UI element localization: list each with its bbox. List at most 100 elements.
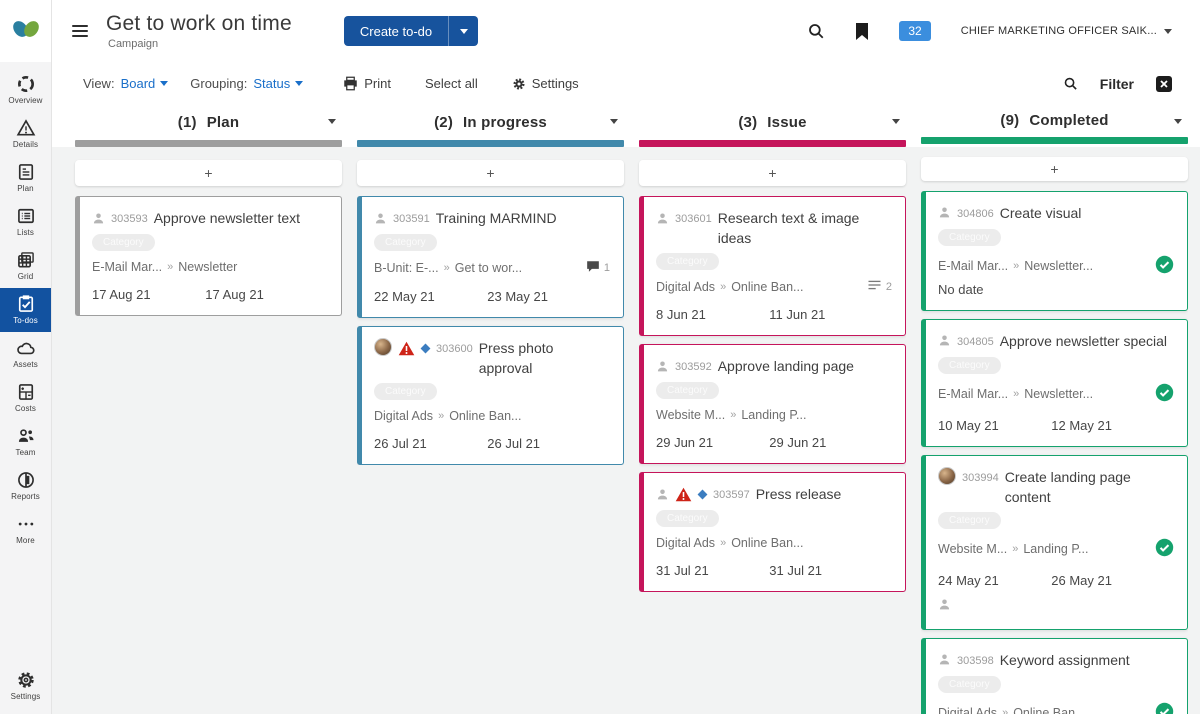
filter-label[interactable]: Filter xyxy=(1099,75,1134,92)
search-icon[interactable] xyxy=(807,22,825,40)
breadcrumb-separator-icon: » xyxy=(1012,542,1019,555)
search-icon[interactable] xyxy=(1063,76,1078,91)
person-icon xyxy=(938,331,951,351)
column-color-bar xyxy=(921,136,1188,144)
card-header: 303597 Press release xyxy=(656,484,892,505)
card-header: 303593 Approve newsletter text xyxy=(92,208,328,229)
breadcrumb-row: E-Mail Mar... » Newsletter xyxy=(92,260,328,274)
sidebar-item-reports[interactable]: Reports xyxy=(0,464,51,508)
column-header[interactable]: (2) In progress xyxy=(357,105,624,140)
todo-card[interactable]: 303600 Press photo approval Category Digita… xyxy=(357,326,624,465)
grid-icon xyxy=(16,250,36,270)
todo-card[interactable]: 303598 Keyword assignment Category Digital … xyxy=(921,637,1188,714)
view-select[interactable]: Board xyxy=(121,76,169,91)
todo-card[interactable]: 303994 Create landing page content Categor… xyxy=(921,454,1188,630)
todo-card[interactable]: 303592 Approve landing page Category Websit… xyxy=(639,344,906,464)
clear-filter-icon[interactable] xyxy=(1156,75,1172,92)
app-logo[interactable] xyxy=(0,0,51,62)
chevron-down-icon xyxy=(160,81,169,86)
breadcrumb-parent: Website M... xyxy=(938,541,1008,556)
end-date: 26 May 21 xyxy=(1051,572,1112,588)
category-chip: Category xyxy=(92,234,155,251)
card-title: Approve newsletter text xyxy=(153,210,301,226)
sidebar-item-more[interactable]: More xyxy=(0,508,51,552)
breadcrumb-row: Website M... » Landing P... xyxy=(938,538,1174,560)
board-column-plan: (1) Plan +303593 Approve newsletter text Cat… xyxy=(75,105,342,714)
sidebar-item-assets[interactable]: Assets xyxy=(0,332,51,376)
create-todo-dropdown[interactable] xyxy=(448,16,479,46)
card-dates: 29 Jun 21 29 Jun 21 xyxy=(656,435,892,450)
select-all-button[interactable]: Select all xyxy=(425,76,478,91)
add-card-button[interactable]: + xyxy=(921,156,1188,181)
sidebar-item-settings[interactable]: Settings xyxy=(0,664,51,708)
sidebar-item-plan[interactable]: Plan xyxy=(0,156,51,200)
todo-card[interactable]: 303591 Training MARMIND Category B-Unit: E-… xyxy=(357,196,624,318)
column-header[interactable]: (1) Plan xyxy=(75,105,342,140)
toolbar-right: Filter xyxy=(1063,75,1172,92)
breadcrumb-row: Website M... » Landing P... xyxy=(656,408,892,422)
column-name: Completed xyxy=(1029,112,1109,130)
chevron-down-icon xyxy=(328,119,336,124)
todo-card[interactable]: 303601 Research text & image ideas Categor… xyxy=(639,196,906,336)
breadcrumb-separator-icon: » xyxy=(1002,706,1009,714)
add-card-button[interactable]: + xyxy=(357,160,624,186)
card-header: 304806 Create visual xyxy=(938,203,1174,224)
settings-button[interactable]: Settings xyxy=(512,76,579,91)
card-header: 303598 Keyword assignment xyxy=(938,650,1174,671)
page-title: Get to work on time xyxy=(106,12,292,35)
add-card-button[interactable]: + xyxy=(639,160,906,186)
bookmark-icon[interactable] xyxy=(855,22,869,40)
todo-card[interactable]: 303597 Press release Category Digital Ads » O… xyxy=(639,472,906,592)
category-chip: Category xyxy=(938,228,1001,246)
board-columns: (1) Plan +303593 Approve newsletter text Cat… xyxy=(52,105,1200,714)
breadcrumb-separator-icon: » xyxy=(730,409,737,421)
column-count: (1) xyxy=(177,114,197,131)
start-date: 17 Aug 21 xyxy=(92,287,151,302)
person-icon xyxy=(656,484,669,504)
person-icon xyxy=(656,356,669,376)
breadcrumb-row: Digital Ads » Online Ban... 2 xyxy=(656,279,892,294)
sidebar-item-label: Lists xyxy=(17,228,34,237)
sidebar-item-costs[interactable]: Costs xyxy=(0,376,51,420)
card-title: Approve landing page xyxy=(717,358,854,374)
card-indicators xyxy=(1155,538,1174,560)
card-dates: 17 Aug 21 17 Aug 21 xyxy=(92,287,328,302)
print-button[interactable]: Print xyxy=(343,76,391,91)
sidebar-item-details[interactable]: Details xyxy=(0,112,51,156)
sidebar-item-lists[interactable]: Lists xyxy=(0,200,51,244)
notification-badge[interactable]: 32 xyxy=(899,21,931,41)
board-toolbar: View: Board Grouping: Status Print xyxy=(52,62,1200,105)
priority-diamond-icon xyxy=(697,484,708,504)
header-right: 32 CHIEF MARKETING OFFICER SAIK... xyxy=(807,21,1172,41)
chevron-down-icon xyxy=(1174,119,1182,124)
grouping-select[interactable]: Status xyxy=(253,76,304,91)
plan-icon xyxy=(16,162,36,182)
create-todo-button[interactable]: Create to-do xyxy=(343,16,449,46)
end-date: 23 May 21 xyxy=(487,289,548,304)
breadcrumb-parent: Digital Ads xyxy=(656,279,716,294)
column-header[interactable]: (9) Completed xyxy=(921,105,1188,137)
todo-card[interactable]: 304806 Create visual Category E-Mail Mar...… xyxy=(921,190,1188,311)
chevron-down-icon xyxy=(295,81,304,86)
breadcrumb-child: Newsletter... xyxy=(1024,258,1094,273)
add-card-button[interactable]: + xyxy=(75,160,342,186)
column-title: (2) In progress xyxy=(434,114,547,131)
todo-card[interactable]: 303593 Approve newsletter text Category E-M… xyxy=(75,196,342,316)
end-date: 26 Jul 21 xyxy=(487,436,541,451)
column-header[interactable]: (3) Issue xyxy=(639,105,906,140)
column-color-bar xyxy=(357,140,624,147)
breadcrumb-separator-icon: » xyxy=(1013,387,1020,400)
sidebar-item-to-dos[interactable]: To-dos xyxy=(0,288,51,332)
sidebar-item-team[interactable]: Team xyxy=(0,420,51,464)
person-icon xyxy=(374,208,387,228)
user-menu[interactable]: CHIEF MARKETING OFFICER SAIK... xyxy=(961,25,1172,37)
checklist-count: 2 xyxy=(885,280,892,293)
category-chip: Category xyxy=(938,511,1001,529)
sidebar-item-grid[interactable]: Grid xyxy=(0,244,51,288)
sidebar-item-overview[interactable]: Overview xyxy=(0,68,51,112)
priority-diamond-icon xyxy=(420,338,431,358)
assignee-avatar xyxy=(374,338,392,356)
menu-icon[interactable] xyxy=(72,25,88,37)
todo-card[interactable]: 304805 Approve newsletter special Category… xyxy=(921,318,1188,447)
column-title: (1) Plan xyxy=(178,114,239,131)
